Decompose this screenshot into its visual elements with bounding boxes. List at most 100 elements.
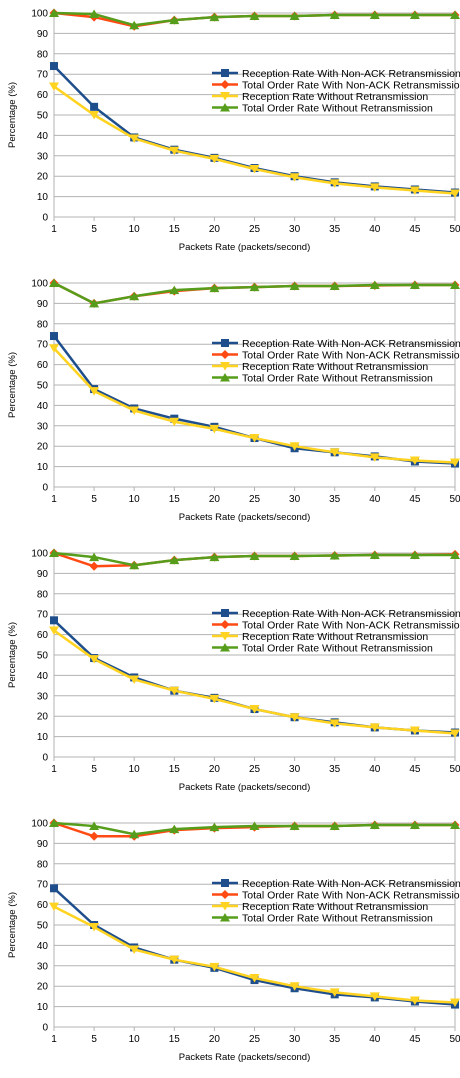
x-tick-label: 45	[409, 494, 421, 505]
data-point	[369, 723, 380, 732]
data-point	[289, 982, 300, 991]
legend-marker	[220, 890, 230, 899]
legend-marker	[220, 913, 230, 922]
data-point	[49, 82, 59, 91]
x-tick-label: 5	[91, 764, 97, 775]
y-tick-label: 0	[42, 483, 48, 494]
data-point	[369, 453, 380, 462]
x-tick-label: 50	[449, 224, 460, 235]
y-tick-label: 50	[37, 111, 49, 122]
x-tick-label: 45	[409, 224, 421, 235]
legend-marker	[220, 643, 230, 652]
x-tick-label: 10	[129, 764, 141, 775]
y-tick-label: 100	[31, 819, 48, 830]
data-point	[329, 10, 340, 20]
data-point	[89, 387, 100, 396]
data-point	[249, 705, 260, 714]
y-tick-label: 10	[37, 1002, 49, 1013]
series-3	[49, 82, 460, 199]
y-tick-label: 100	[31, 9, 48, 20]
data-point	[409, 10, 420, 20]
y-tick-label: 30	[37, 691, 49, 702]
x-tick-label: 15	[169, 764, 181, 775]
legend-marker	[221, 69, 229, 77]
x-tick-label: 1	[51, 764, 57, 775]
x-tick-label: 10	[129, 224, 141, 235]
y-tick-label: 40	[37, 401, 49, 412]
legend-label: Total Order Rate Without Retransmission	[242, 102, 433, 114]
series-4	[49, 548, 460, 570]
y-tick-label: 30	[37, 421, 49, 432]
data-point	[209, 962, 220, 972]
data-point	[209, 552, 220, 562]
data-point	[89, 298, 100, 308]
x-tick-label: 1	[51, 224, 57, 235]
y-tick-label: 90	[37, 569, 49, 580]
data-point	[249, 282, 260, 292]
x-tick-label: 35	[329, 224, 341, 235]
x-tick-label: 35	[329, 764, 341, 775]
data-point	[409, 186, 420, 195]
y-tick-label: 70	[37, 340, 49, 351]
data-point	[89, 552, 100, 562]
legend-label: Reception Rate With Non-ACK Retransmissi…	[242, 68, 460, 80]
y-tick-label: 10	[37, 192, 49, 203]
legend-label: Total Order Rate With Non-ACK Retransmis…	[242, 79, 460, 91]
x-tick-label: 35	[329, 1034, 341, 1045]
data-point	[450, 550, 460, 560]
legend-marker	[221, 609, 229, 617]
data-point	[450, 189, 460, 199]
x-axis-label: Packets Rate (packets/second)	[179, 512, 310, 523]
legend-label: Total Order Rate With Non-ACK Retransmis…	[242, 619, 460, 631]
data-point	[369, 992, 380, 1001]
data-point	[450, 10, 460, 20]
data-point	[89, 821, 100, 831]
data-point	[289, 281, 300, 291]
y-tick-label: 0	[42, 213, 48, 224]
x-tick-label: 30	[289, 764, 301, 775]
x-tick-label: 15	[169, 1034, 181, 1045]
y-tick-label: 20	[37, 982, 49, 993]
y-tick-label: 20	[37, 442, 49, 453]
data-point	[49, 278, 59, 287]
data-point	[49, 902, 59, 912]
data-point	[209, 283, 220, 293]
y-tick-label: 40	[37, 131, 49, 142]
data-point	[129, 560, 140, 570]
y-axis-label: Percentage (%)	[7, 892, 18, 958]
legend-marker	[220, 620, 230, 629]
data-point	[369, 820, 380, 830]
y-axis-label: Percentage (%)	[7, 622, 18, 688]
legend-marker	[221, 879, 229, 887]
data-point	[50, 884, 58, 893]
data-point	[50, 616, 58, 625]
data-point	[209, 822, 220, 832]
data-point	[50, 62, 58, 71]
x-tick-label: 20	[209, 1034, 221, 1045]
legend-label: Total Order Rate With Non-ACK Retransmis…	[242, 349, 460, 361]
y-tick-label: 100	[31, 279, 48, 290]
legend: Reception Rate With Non-ACK Retransmissi…	[212, 68, 460, 114]
y-tick-label: 90	[37, 299, 49, 310]
data-point	[409, 726, 420, 735]
legend-marker	[220, 80, 230, 89]
y-tick-label: 30	[37, 151, 49, 162]
x-tick-label: 30	[289, 224, 301, 235]
legend-marker	[220, 902, 230, 911]
series-3	[49, 626, 460, 739]
y-tick-label: 60	[37, 90, 49, 101]
y-axis-label: Percentage (%)	[7, 82, 18, 148]
data-point	[89, 831, 99, 841]
x-tick-label: 25	[249, 494, 261, 505]
data-point	[409, 456, 420, 465]
legend-label: Reception Rate With Non-ACK Retransmissi…	[242, 608, 460, 620]
data-point	[329, 281, 340, 291]
legend: Reception Rate With Non-ACK Retransmissi…	[212, 608, 460, 654]
data-point	[129, 20, 140, 30]
x-tick-label: 40	[369, 764, 381, 775]
y-tick-label: 20	[37, 712, 49, 723]
y-tick-label: 80	[37, 319, 49, 330]
x-axis-label: Packets Rate (packets/second)	[179, 1052, 310, 1063]
data-point	[289, 821, 300, 831]
